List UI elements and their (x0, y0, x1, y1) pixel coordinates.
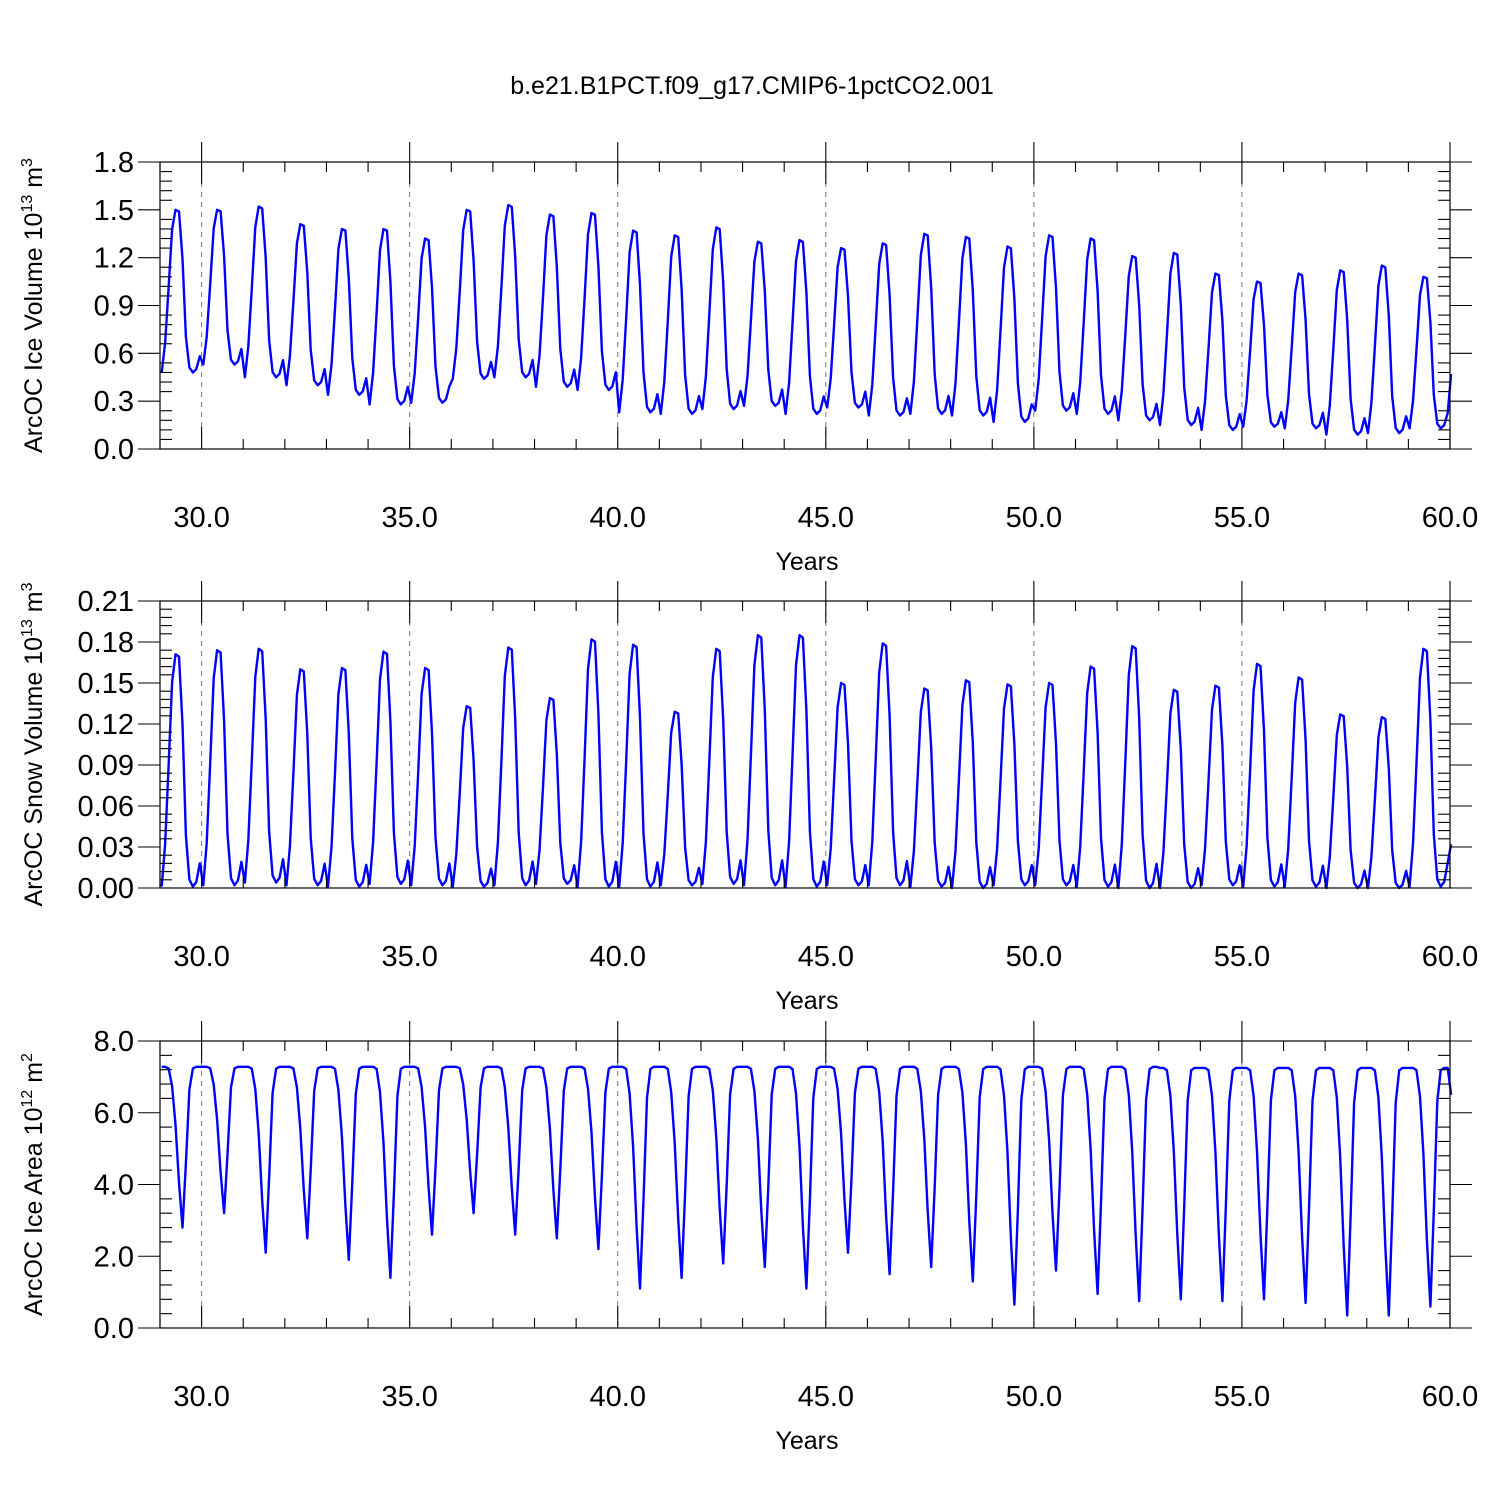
panel-ice-volume: 30.0 35.0 40.0 45.0 50.0 55.0 60.0 0.0 0.3 0.6 0.9… (19, 142, 1478, 576)
plot-frame (159, 600, 1451, 889)
y-axis-label: ArcOC Ice Area 1012 m2 (19, 1053, 48, 1316)
y-tick-label: 0.3 (94, 386, 134, 418)
x-tick-label: 60.0 (1422, 502, 1478, 534)
x-tick-label: 35.0 (381, 502, 437, 534)
y-tick-label: 1.5 (94, 195, 134, 227)
x-tick-label: 45.0 (798, 1381, 854, 1413)
x-tick-label: 40.0 (590, 502, 646, 534)
y-tick-label: 0.03 (78, 832, 134, 864)
panel-snow-volume: 30.0 35.0 40.0 45.0 50.0 55.0 60.0 0.00 0.03 0.06… (19, 581, 1478, 1015)
y-tick-label: 0.6 (94, 338, 134, 370)
series-line-ice-volume (160, 203, 1453, 436)
y-tick-label: 0.0 (94, 1313, 134, 1345)
x-tick-label: 35.0 (381, 941, 437, 973)
x-axis-label: Years (775, 987, 838, 1015)
y-tick-label: 1.2 (94, 243, 134, 275)
series-line-snow-volume (160, 634, 1453, 890)
panels: 30.0 35.0 40.0 45.0 50.0 55.0 60.0 0.0 0.3 0.6 0.9… (19, 142, 1478, 1455)
y-tick-label: 0.9 (94, 291, 134, 323)
y-tick-label: 0.12 (78, 709, 134, 741)
x-tick-label: 55.0 (1214, 502, 1270, 534)
x-tick-label: 30.0 (173, 502, 229, 534)
x-tick-label: 40.0 (590, 1381, 646, 1413)
x-tick-label: 50.0 (1006, 1381, 1062, 1413)
y-axis-label: ArcOC Snow Volume 1013 m3 (19, 582, 48, 906)
y-tick-label: 0.06 (78, 791, 134, 823)
x-tick-label: 45.0 (798, 941, 854, 973)
y-tick-label: 6.0 (94, 1098, 134, 1130)
y-tick-label: 0.21 (78, 586, 134, 618)
x-tick-label: 60.0 (1422, 1381, 1478, 1413)
y-tick-label: 4.0 (94, 1170, 134, 1202)
x-tick-label: 40.0 (590, 941, 646, 973)
x-tick-label: 30.0 (173, 1381, 229, 1413)
x-tick-label: 35.0 (381, 1381, 437, 1413)
plot-frame (159, 161, 1451, 450)
y-tick-label: 2.0 (94, 1241, 134, 1273)
y-tick-label: 0.0 (94, 434, 134, 466)
y-axis-label: ArcOC Ice Volume 1013 m3 (19, 158, 48, 453)
figure-title: b.e21.B1PCT.f09_g17.CMIP6-1pctCO2.001 (510, 72, 994, 100)
y-tick-label: 0.00 (78, 873, 134, 905)
x-tick-label: 60.0 (1422, 941, 1478, 973)
x-tick-label: 50.0 (1006, 941, 1062, 973)
y-tick-label: 8.0 (94, 1026, 134, 1058)
y-tick-label: 1.8 (94, 147, 134, 179)
x-tick-label: 45.0 (798, 502, 854, 534)
x-axis-label: Years (775, 548, 838, 576)
x-tick-label: 30.0 (173, 941, 229, 973)
x-tick-label: 55.0 (1214, 941, 1270, 973)
x-tick-label: 50.0 (1006, 502, 1062, 534)
panel-ice-area: 30.0 35.0 40.0 45.0 50.0 55.0 60.0 0.0 2.0 4.0 6.0… (19, 1021, 1478, 1455)
series-line-ice-area (161, 1065, 1453, 1317)
x-tick-label: 55.0 (1214, 1381, 1270, 1413)
y-tick-label: 0.15 (78, 668, 134, 700)
y-tick-label: 0.09 (78, 750, 134, 782)
x-axis-label: Years (775, 1427, 838, 1455)
y-tick-label: 0.18 (78, 627, 134, 659)
